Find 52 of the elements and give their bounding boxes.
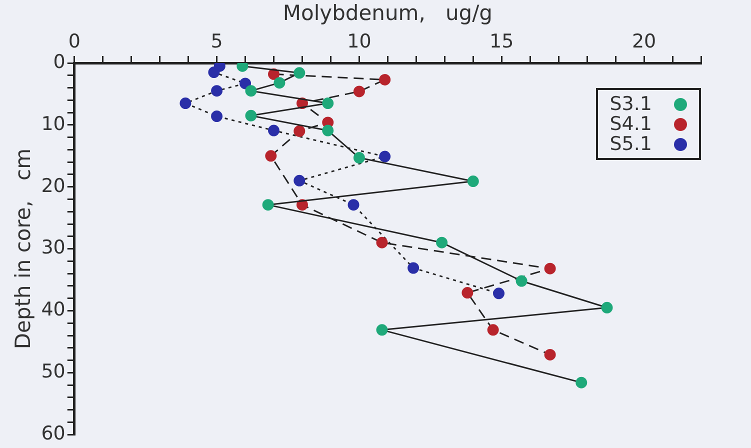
y-tick-label: 40 <box>41 298 66 321</box>
x-tick-label: 10 <box>347 30 372 53</box>
point <box>376 324 388 336</box>
point <box>322 124 334 136</box>
x-tick-label: 20 <box>632 30 656 53</box>
point <box>265 150 277 162</box>
point <box>467 176 479 188</box>
y-tick-label: 20 <box>41 174 66 197</box>
point <box>245 85 257 97</box>
point <box>348 199 360 211</box>
point <box>262 199 274 211</box>
point <box>322 98 334 110</box>
point <box>576 376 588 388</box>
point <box>294 125 306 137</box>
y-tick-label: 50 <box>41 360 66 383</box>
point <box>408 262 420 274</box>
x-axis-title: Molybdenum, ug/g <box>282 1 493 26</box>
point <box>601 302 613 314</box>
y-tick-label: 0 <box>53 50 66 73</box>
point <box>268 124 280 136</box>
point <box>487 324 499 336</box>
point <box>274 77 286 89</box>
point <box>353 86 365 98</box>
legend-label: S5.1 <box>610 133 652 155</box>
point <box>436 236 448 248</box>
point <box>376 236 388 248</box>
point <box>544 262 556 274</box>
legend-label: S3.1 <box>610 93 652 115</box>
point <box>240 78 252 90</box>
point <box>294 174 306 186</box>
point <box>245 110 257 122</box>
x-tick-label: 0 <box>68 30 80 53</box>
point <box>544 348 556 360</box>
y-tick-label: 30 <box>41 236 66 259</box>
point <box>379 150 391 162</box>
point <box>294 67 306 79</box>
y-tick-label: 60 <box>41 422 66 445</box>
y-tick-label: 10 <box>41 112 66 135</box>
point <box>493 288 505 300</box>
point <box>353 152 365 164</box>
point <box>208 66 220 78</box>
point <box>211 85 223 97</box>
legend-label: S4.1 <box>610 113 652 135</box>
point <box>236 63 248 72</box>
x-tick-label: 15 <box>490 30 514 53</box>
x-tick-label: 5 <box>210 30 223 53</box>
point <box>211 110 223 122</box>
point <box>180 98 192 110</box>
y-axis-title: Depth in core, cm <box>11 148 36 350</box>
point <box>379 74 391 86</box>
point <box>462 287 474 299</box>
point <box>516 275 528 287</box>
